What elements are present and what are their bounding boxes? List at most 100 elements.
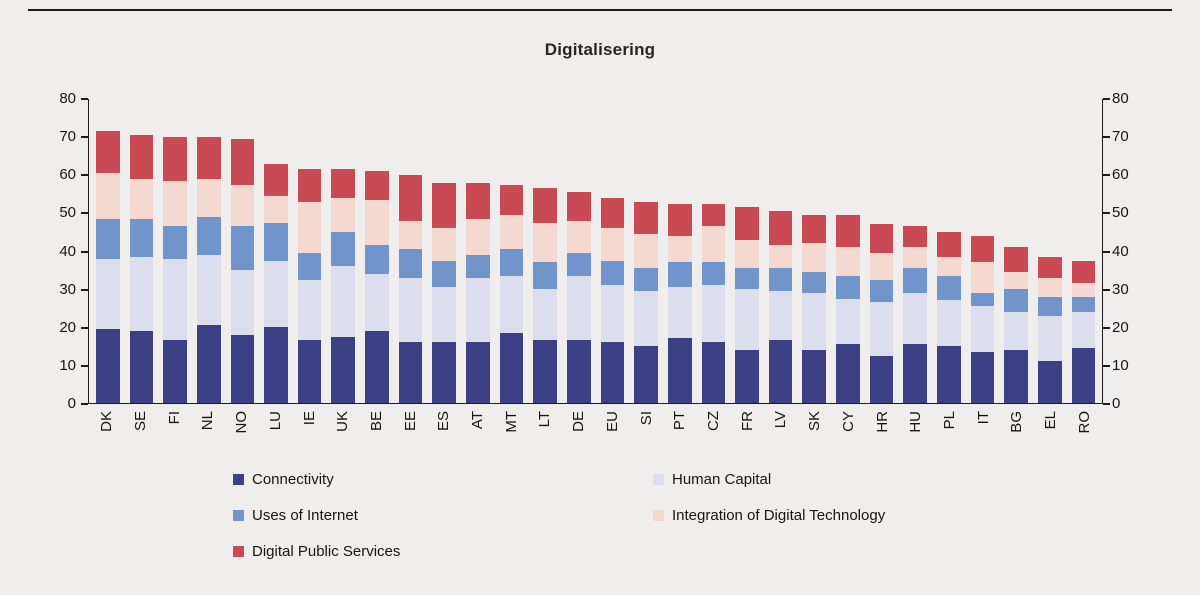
bar-segment — [129, 218, 154, 257]
bar-de — [562, 99, 596, 403]
bar-segment — [466, 277, 490, 343]
bar-segment — [836, 275, 860, 299]
bar-segment — [331, 232, 356, 267]
bar-segment — [163, 340, 187, 403]
bar-segment — [937, 232, 961, 257]
bar-segment — [735, 349, 759, 403]
y-tick-label-right: 80 — [1112, 90, 1129, 107]
y-tick-label-right: 0 — [1112, 395, 1121, 412]
bar-lt — [528, 99, 562, 403]
bar-segment — [735, 289, 759, 350]
bar-segment — [196, 178, 221, 217]
y-tick-mark — [81, 288, 88, 291]
bar-segment — [196, 254, 221, 326]
x-label-cell: FI — [157, 409, 191, 434]
bar-lv — [764, 99, 798, 403]
x-tick-label: IE — [300, 411, 318, 426]
x-label-cell: HR — [865, 409, 899, 434]
x-tick-label: HU — [907, 411, 925, 433]
bar-segment — [499, 275, 524, 333]
y-tick-label-right: 70 — [1112, 128, 1129, 146]
bar-segment — [1037, 296, 1062, 316]
y-tick-mark — [1103, 174, 1110, 177]
bar-uk — [326, 99, 360, 403]
bar-segment — [230, 334, 255, 403]
legend-label: Uses of Internet — [252, 507, 358, 524]
bar-segment — [297, 279, 322, 341]
bar-segment — [264, 260, 288, 327]
x-tick-label: RO — [1075, 411, 1093, 434]
bar-segment — [1004, 289, 1028, 312]
x-label-cell: SI — [629, 409, 663, 434]
bar-segment — [566, 252, 591, 276]
bar-segment — [937, 275, 961, 301]
bar-segment — [768, 268, 793, 291]
bar-segment — [566, 192, 591, 221]
bar-segment — [600, 228, 625, 261]
x-label-cell: LV — [764, 409, 798, 434]
x-tick-label: EL — [1042, 411, 1060, 430]
x-tick-label: LU — [266, 411, 284, 431]
bar-segment — [466, 254, 490, 278]
bar-segment — [903, 247, 928, 269]
bar-segment — [432, 182, 457, 229]
x-tick-label: DK — [98, 411, 116, 432]
bar-segment — [365, 199, 389, 246]
bar-segment — [836, 247, 860, 276]
bar-eu — [596, 99, 630, 403]
x-label-cell: FR — [730, 409, 764, 434]
bar-bg — [999, 99, 1033, 403]
legend-swatch — [653, 510, 664, 521]
bar-segment — [331, 266, 356, 337]
bar-segment — [903, 292, 928, 345]
bar-be — [360, 99, 394, 403]
x-label-cell: UK — [326, 409, 360, 434]
bar-segment — [970, 292, 995, 307]
x-tick-label: EU — [603, 411, 621, 432]
x-tick-label: IT — [974, 411, 992, 425]
y-tick-label-right: 30 — [1112, 280, 1129, 298]
bar-segment — [129, 330, 154, 403]
bar-segment — [365, 330, 389, 403]
y-tick-mark — [81, 212, 88, 215]
top-rule — [28, 9, 1172, 11]
y-tick-mark — [1103, 250, 1110, 253]
x-label-cell: CZ — [697, 409, 731, 434]
bar-segment — [802, 292, 827, 350]
bar-pt — [663, 99, 697, 403]
x-tick-label: AT — [469, 411, 487, 430]
bar-segment — [802, 214, 827, 244]
x-label-cell: BE — [360, 409, 394, 434]
x-tick-label: DE — [570, 411, 588, 432]
bar-segment — [466, 342, 490, 403]
bar-segment — [331, 336, 356, 403]
bar-segment — [163, 137, 187, 181]
x-tick-label: FR — [738, 411, 756, 431]
bar-segment — [937, 300, 961, 346]
bar-segment — [634, 346, 658, 403]
x-label-cell: DK — [90, 409, 124, 434]
bar-segment — [432, 342, 457, 403]
bar-segment — [802, 349, 827, 403]
bar-segment — [667, 203, 692, 236]
x-tick-label: NO — [233, 411, 251, 434]
x-tick-label: BE — [367, 411, 385, 432]
bar-lu — [259, 99, 293, 403]
x-tick-label: MT — [502, 411, 520, 433]
bar-segment — [331, 169, 356, 198]
y-tick-label-left: 10 — [59, 356, 76, 374]
bar-segment — [196, 137, 221, 179]
bar-segment — [634, 290, 658, 346]
x-label-cell: RO — [1067, 409, 1101, 434]
x-label-cell: HU — [899, 409, 933, 434]
bar-ie — [293, 99, 327, 403]
x-tick-label: LT — [536, 411, 554, 428]
y-tick-label-left: 30 — [59, 280, 76, 298]
bar-segment — [600, 342, 625, 403]
y-tick-mark — [81, 136, 88, 139]
bar-cy — [831, 99, 865, 403]
x-label-cell: EL — [1034, 409, 1068, 434]
legend-item-integration-of-digital-technology: Integration of Digital Technology — [653, 507, 885, 524]
bar-pl — [932, 99, 966, 403]
y-tick-mark — [1103, 212, 1110, 215]
